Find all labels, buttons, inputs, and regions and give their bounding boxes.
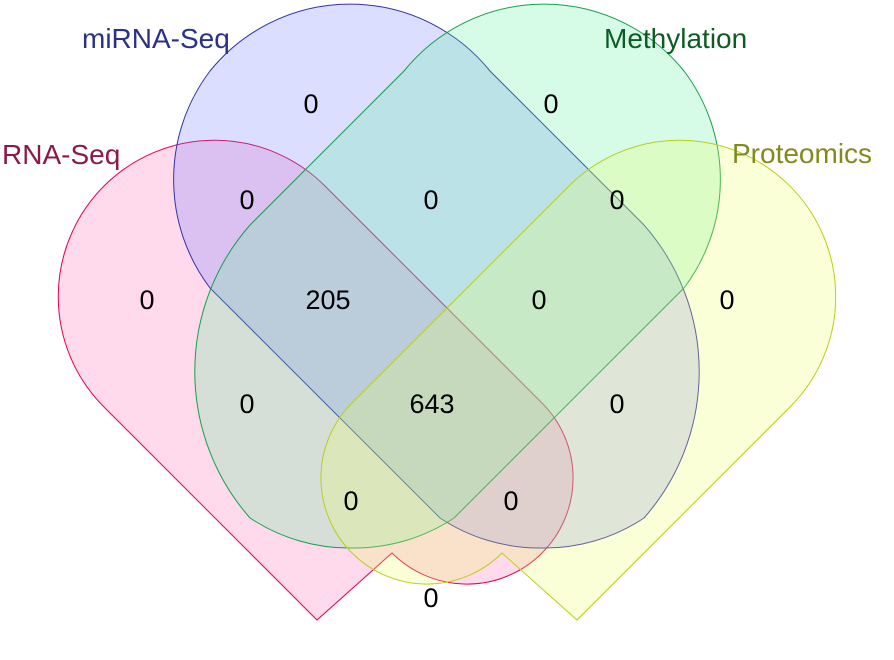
count-mirna-methylation: 0 [423, 185, 438, 215]
set-label-rna-seq: RNA-Seq [2, 139, 120, 170]
count-proteomics-only: 0 [719, 285, 734, 315]
count-all-four: 643 [409, 389, 454, 419]
set-label-methylation: Methylation [604, 23, 747, 54]
count-rna-mirna-proteomics: 0 [503, 486, 518, 516]
count-methylation-proteomics: 0 [609, 185, 624, 215]
count-mirna-methylation-proteomics: 0 [531, 285, 546, 315]
count-methylation-only: 0 [543, 89, 558, 119]
set-shape-rna-seq [57, 139, 574, 621]
count-rna-methylation-proteomics: 0 [343, 486, 358, 516]
count-rna-methylation: 0 [239, 389, 254, 419]
count-rna-mirna: 0 [239, 185, 254, 215]
set-shape-mirna-seq [173, 3, 700, 549]
set-shape-methylation [194, 3, 721, 549]
count-mirna-only: 0 [303, 89, 318, 119]
set-shape-proteomics [320, 139, 837, 621]
set-label-proteomics: Proteomics [732, 138, 872, 169]
count-rna-only: 0 [139, 285, 154, 315]
count-mirna-proteomics: 0 [609, 389, 624, 419]
count-rna-mirna-methylation: 205 [305, 285, 350, 315]
count-rna-proteomics: 0 [423, 583, 438, 613]
set-label-mirna-seq: miRNA-Seq [82, 23, 230, 54]
